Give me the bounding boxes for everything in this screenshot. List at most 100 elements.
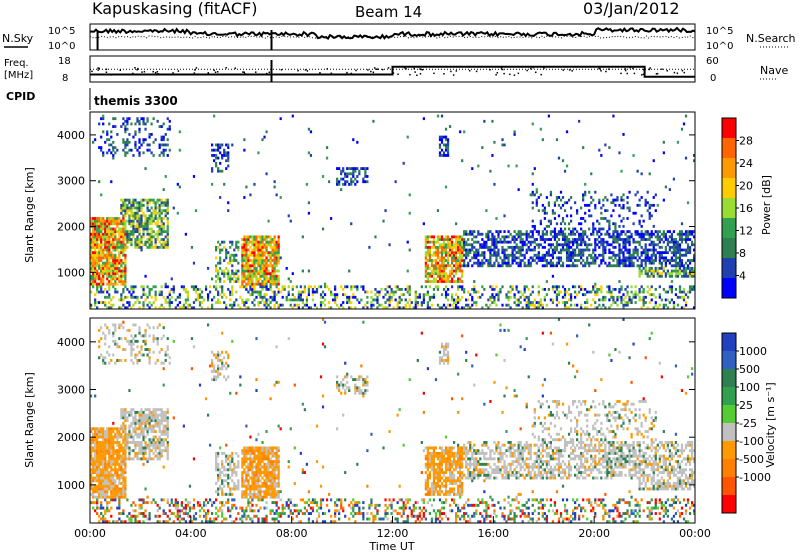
heatmap-cell — [495, 256, 498, 260]
heatmap-cell — [356, 287, 359, 291]
heatmap-cell — [533, 306, 536, 310]
heatmap-cell — [130, 285, 133, 289]
heatmap-cell — [96, 253, 99, 257]
nsky-label: N.Sky — [2, 32, 34, 45]
heatmap-cell — [120, 206, 123, 210]
heatmap-cell — [126, 219, 129, 223]
heatmap-cell — [457, 264, 460, 268]
heatmap-cell — [450, 243, 454, 247]
heatmap-cell — [144, 487, 147, 491]
heatmap-cell — [576, 209, 579, 213]
heatmap-cell — [279, 196, 282, 199]
heatmap-cell — [578, 222, 581, 226]
heatmap-cell — [98, 492, 101, 496]
heatmap-cell — [630, 290, 633, 294]
heatmap-cell — [247, 274, 250, 278]
heatmap-cell — [571, 261, 575, 265]
heatmap-cell — [118, 482, 121, 485]
heatmap-cell — [586, 235, 589, 239]
heatmap-cell — [243, 240, 246, 244]
heatmap-cell — [267, 277, 270, 281]
heatmap-cell — [130, 408, 133, 412]
heatmap-cell — [455, 301, 458, 304]
heatmap-cell — [590, 196, 593, 199]
heatmap-cell — [604, 217, 607, 220]
heatmap-cell — [122, 138, 125, 142]
heatmap-cell — [461, 245, 464, 249]
heatmap-cell — [211, 298, 214, 302]
heatmap-cell — [273, 248, 276, 252]
heatmap-cell — [436, 280, 440, 283]
heatmap-cell — [267, 303, 270, 307]
heatmap-cell — [467, 251, 470, 255]
nave-point — [242, 71, 244, 73]
heatmap-cell — [668, 188, 671, 191]
heatmap-cell — [634, 290, 637, 294]
heatmap-cell — [118, 473, 121, 477]
heatmap-cell — [535, 201, 538, 205]
heatmap-cell — [112, 479, 115, 483]
heatmap-cell — [576, 238, 579, 241]
heatmap-cell — [662, 259, 665, 262]
heatmap-cell — [654, 235, 657, 239]
heatmap-cell — [134, 339, 137, 343]
heatmap-cell — [541, 256, 544, 260]
heatmap-cell — [96, 449, 99, 453]
heatmap-cell — [519, 259, 522, 262]
heatmap-cell — [114, 473, 117, 477]
heatmap-cell — [245, 269, 248, 273]
heatmap-cell — [108, 285, 111, 289]
heatmap-cell — [102, 473, 105, 477]
heatmap-cell — [118, 251, 121, 255]
heatmap-cell — [658, 230, 661, 234]
heatmap-cell — [606, 209, 609, 213]
heatmap-cell — [114, 339, 117, 343]
heatmap-cell — [632, 211, 635, 215]
heatmap-cell — [569, 298, 573, 302]
heatmap-cell — [513, 238, 516, 241]
heatmap-cell — [106, 227, 109, 231]
heatmap-cell — [116, 441, 119, 444]
heatmap-cell — [295, 298, 298, 302]
heatmap-cell — [289, 219, 292, 223]
heatmap-cell — [594, 259, 597, 262]
heatmap-cell — [513, 130, 516, 134]
heatmap-cell — [120, 359, 123, 362]
heatmap-cell — [469, 232, 472, 236]
heatmap-cell — [128, 457, 131, 461]
heatmap-cell — [150, 243, 153, 247]
heatmap-cell — [626, 264, 629, 268]
heatmap-cell — [168, 303, 171, 307]
heatmap-cell — [574, 290, 577, 294]
heatmap-cell — [178, 306, 181, 310]
heatmap-cell — [350, 182, 353, 186]
heatmap-cell — [92, 266, 95, 270]
heatmap-cell — [152, 198, 155, 202]
heatmap-cell — [94, 253, 97, 257]
heatmap-cell — [676, 264, 680, 268]
heatmap-cell — [142, 416, 145, 420]
heatmap-cell — [237, 277, 240, 281]
heatmap-cell — [676, 248, 680, 252]
heatmap-cell — [194, 285, 198, 289]
heatmap-cell — [237, 245, 240, 249]
heatmap-cell — [138, 328, 141, 332]
heatmap-cell — [144, 451, 147, 455]
heatmap-cell — [124, 462, 127, 466]
heatmap-cell — [134, 443, 137, 447]
heatmap-cell — [416, 301, 419, 304]
heatmap-cell — [616, 264, 619, 268]
heatmap-cell — [545, 259, 548, 262]
heatmap-cell — [426, 245, 429, 249]
heatmap-cell — [442, 248, 446, 252]
heatmap-cell — [525, 238, 528, 241]
heatmap-cell — [444, 272, 448, 276]
heatmap-cell — [424, 274, 427, 278]
heatmap-cell — [128, 446, 131, 450]
heatmap-cell — [682, 287, 686, 291]
heatmap-cell — [223, 182, 226, 186]
heatmap-cell — [188, 303, 192, 307]
heatmap-cell — [130, 122, 133, 126]
heatmap-cell — [271, 248, 274, 252]
heatmap-cell — [440, 114, 444, 118]
